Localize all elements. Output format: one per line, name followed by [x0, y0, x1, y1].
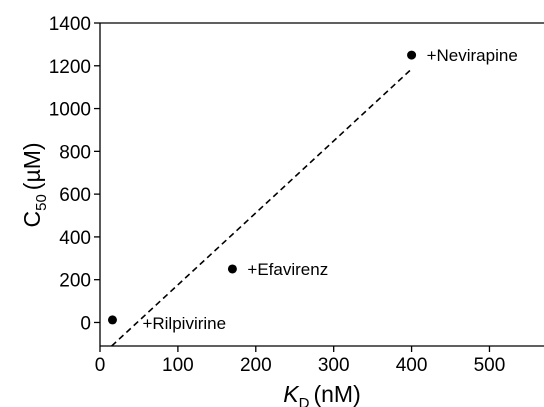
y-tick-label: 1400	[49, 14, 91, 35]
data-point-label: +Nevirapine	[427, 46, 518, 65]
x-tick-label: 500	[474, 355, 506, 376]
y-tick-label: 1200	[49, 57, 91, 78]
data-point	[407, 50, 417, 60]
y-tick-label: 0	[80, 313, 91, 334]
x-tick-label: 100	[162, 355, 194, 376]
x-axis-title: KD (nM)	[283, 381, 360, 407]
y-tick-label: 600	[59, 185, 91, 206]
data-point	[227, 264, 237, 274]
y-tick-label: 1000	[49, 100, 91, 121]
data-point	[107, 315, 117, 325]
data-marks: +Rilpivirine +Efavirenz +Nevirapine	[107, 46, 518, 347]
data-point-label: +Rilpivirine	[142, 314, 226, 333]
data-point-label: +Efavirenz	[247, 260, 328, 279]
x-tick-label: 200	[240, 355, 272, 376]
y-axis-title: C50(µM)	[19, 142, 50, 227]
y-tick-label: 800	[59, 142, 91, 163]
x-tick-label: 400	[396, 355, 428, 376]
x-tick-label: 300	[318, 355, 350, 376]
y-tick-label: 400	[59, 228, 91, 249]
axes: 0 200 400 600 800 1000 1200 1400 0 100 200 300 400 50…	[49, 14, 544, 376]
y-tick-label: 200	[59, 271, 91, 292]
fit-line	[111, 68, 413, 347]
x-tick-label: 0	[95, 355, 106, 376]
